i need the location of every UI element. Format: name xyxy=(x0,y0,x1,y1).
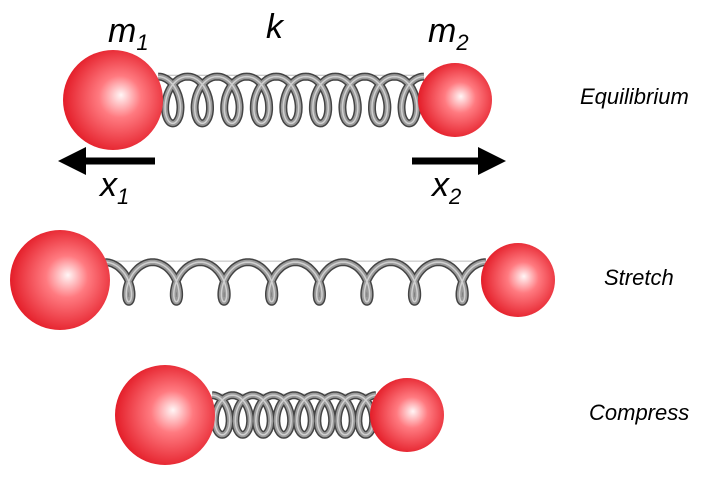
label-x1: x1 xyxy=(98,166,129,209)
symbol: m xyxy=(428,12,456,50)
mass-2 xyxy=(418,63,492,137)
label-k: k xyxy=(266,8,285,46)
subscript: 2 xyxy=(448,184,461,209)
mass-1 xyxy=(10,230,110,330)
symbol: x xyxy=(98,166,118,204)
label-x2: x2 xyxy=(430,166,461,209)
mass-2 xyxy=(370,378,444,452)
label-m2: m2 xyxy=(428,12,469,55)
mass-2 xyxy=(481,243,555,317)
subscript: 2 xyxy=(455,30,468,55)
state-label: Compress xyxy=(589,400,689,425)
diagram: m1 k m2 x1 x2 Equilibrium Stretch Compre… xyxy=(0,0,728,485)
subscript: 1 xyxy=(117,184,129,209)
symbol: x xyxy=(430,166,450,204)
spring xyxy=(105,262,486,302)
subscript: 1 xyxy=(136,30,148,55)
symbol: m xyxy=(108,12,136,50)
label-m1: m1 xyxy=(108,12,149,55)
mass-1 xyxy=(63,50,163,150)
state-label: Stretch xyxy=(604,265,674,290)
mass-1 xyxy=(115,365,215,465)
state-label: Equilibrium xyxy=(580,84,689,109)
